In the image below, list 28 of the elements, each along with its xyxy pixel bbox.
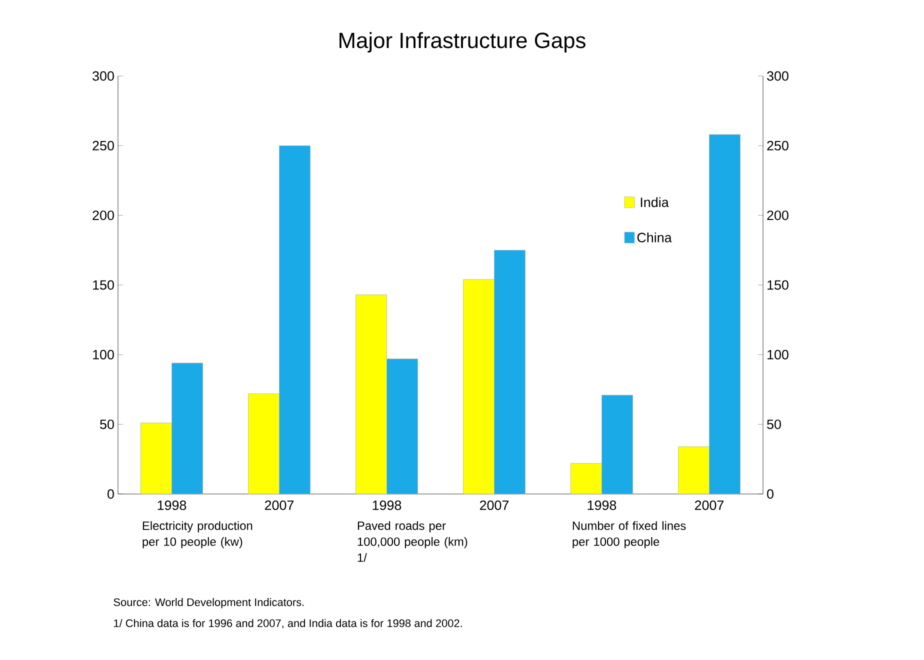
y2-tick-label: 150 [93, 280, 114, 290]
y2-tick-label: 100 [93, 350, 114, 360]
x-tick-label: 1998 [372, 500, 402, 510]
y-tick-label: 50 [767, 420, 781, 430]
source-note: Source: World Development Indicators. [114, 598, 304, 608]
y2-tick-label: 0 [108, 489, 114, 499]
y-tick-label: 0 [767, 489, 774, 499]
x-tick-label: 2007 [694, 500, 724, 510]
y2-tick-label: 50 [100, 420, 114, 430]
y-tick-label: 150 [768, 280, 788, 290]
text: 1/ China data is for 1996 and 2007, and India data is for 1998 and 2002. [114, 619, 462, 628]
text: Paved roads per 100,000 people (km) 1/ [358, 521, 468, 562]
y2-tick-label: 250 [92, 140, 114, 150]
legend-label: India [640, 197, 669, 208]
x-tick-label: 2007 [264, 500, 294, 510]
y-tick-label: 200 [767, 210, 788, 220]
x-tick-label: 2007 [480, 500, 509, 510]
y-tick-label: 300 [767, 71, 788, 81]
y2-tick-label: 200 [92, 210, 114, 220]
chart-title: Major Infrastructure Gaps [340, 32, 586, 53]
x-tick-label: 1998 [588, 500, 616, 510]
y-tick-label: 250 [767, 140, 788, 150]
text: Number of fixed lines per 1000 people [572, 521, 686, 548]
legend-label: China [637, 232, 672, 242]
text: Electricity production per 10 people (kw) [142, 521, 252, 548]
y2-tick-label: 300 [92, 71, 114, 81]
y-tick-label: 100 [768, 350, 788, 360]
x-tick-label: 1998 [158, 500, 186, 510]
